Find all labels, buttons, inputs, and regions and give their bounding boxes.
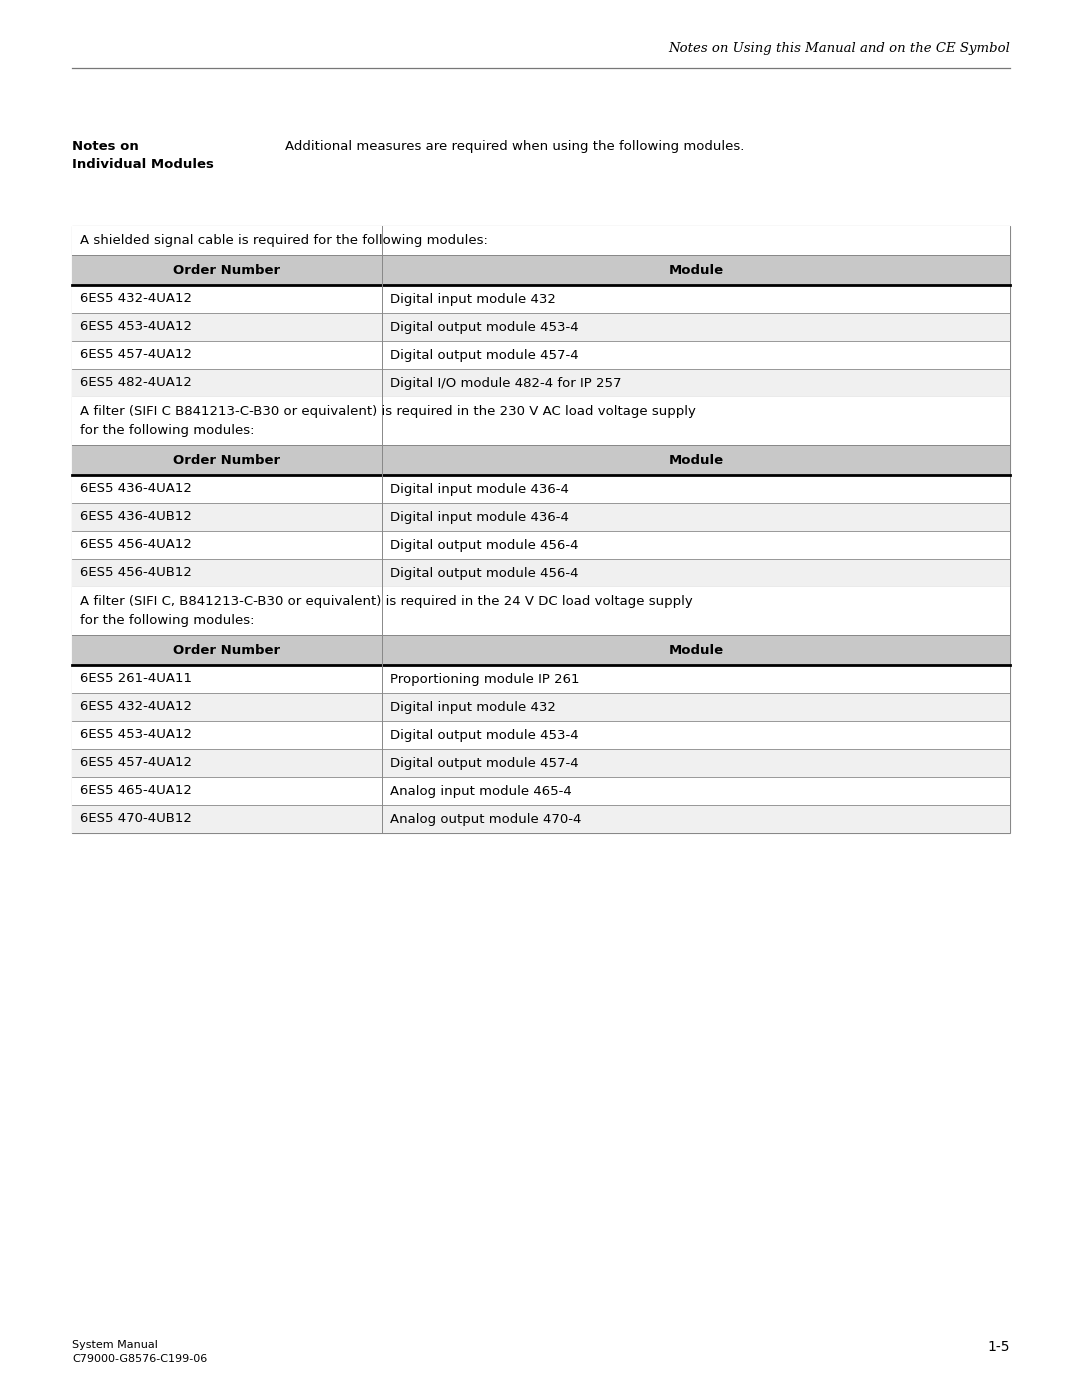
Text: Digital input module 432: Digital input module 432 [390, 292, 556, 306]
Text: Digital output module 453-4: Digital output module 453-4 [390, 728, 579, 742]
Bar [72, 531, 1010, 559]
Bar [72, 313, 1010, 341]
Text: 6ES5 470-4UB12: 6ES5 470-4UB12 [80, 813, 192, 826]
Text: A shielded signal cable is required for the following modules:: A shielded signal cable is required for … [80, 235, 488, 247]
Text: 6ES5 261-4UA11: 6ES5 261-4UA11 [80, 672, 192, 686]
Text: Analog input module 465-4: Analog input module 465-4 [390, 785, 571, 798]
Bar [72, 587, 1010, 636]
Text: Digital output module 457-4: Digital output module 457-4 [390, 757, 579, 770]
Text: 6ES5 432-4UA12: 6ES5 432-4UA12 [80, 292, 192, 306]
Text: Digital input module 436-4: Digital input module 436-4 [390, 482, 569, 496]
Text: Analog output module 470-4: Analog output module 470-4 [390, 813, 581, 826]
Text: A filter (SIFI C B841213-C-B30 or equivalent) is required in the 230 V AC load v: A filter (SIFI C B841213-C-B30 or equiva… [80, 405, 696, 418]
Text: 6ES5 456-4UA12: 6ES5 456-4UA12 [80, 538, 192, 552]
Text: 6ES5 456-4UB12: 6ES5 456-4UB12 [80, 567, 192, 580]
Text: Digital output module 453-4: Digital output module 453-4 [390, 320, 579, 334]
Text: 6ES5 432-4UA12: 6ES5 432-4UA12 [80, 700, 192, 714]
Bar [72, 369, 1010, 397]
Text: Order Number: Order Number [174, 264, 281, 277]
Bar [72, 587, 1010, 833]
Text: Digital output module 456-4: Digital output module 456-4 [390, 538, 579, 552]
Text: 6ES5 457-4UA12: 6ES5 457-4UA12 [80, 348, 192, 362]
Text: Proportioning module IP 261: Proportioning module IP 261 [390, 672, 580, 686]
Text: Module: Module [669, 644, 724, 657]
Text: Individual Modules: Individual Modules [72, 158, 214, 170]
Text: 6ES5 453-4UA12: 6ES5 453-4UA12 [80, 728, 192, 742]
Bar [72, 285, 1010, 313]
Bar [72, 341, 1010, 369]
Bar [72, 256, 1010, 285]
Text: 6ES5 457-4UA12: 6ES5 457-4UA12 [80, 757, 192, 770]
Bar [72, 226, 1010, 256]
Text: Notes on Using this Manual and on the CE Symbol: Notes on Using this Manual and on the CE… [669, 42, 1010, 54]
Bar [72, 693, 1010, 721]
Text: System Manual: System Manual [72, 1340, 158, 1350]
Text: 6ES5 482-4UA12: 6ES5 482-4UA12 [80, 377, 192, 390]
Bar [72, 397, 1010, 587]
Bar [72, 226, 1010, 397]
Text: Module: Module [669, 264, 724, 277]
Text: Digital input module 432: Digital input module 432 [390, 700, 556, 714]
Text: for the following modules:: for the following modules: [80, 615, 255, 627]
Text: Module: Module [669, 454, 724, 467]
Text: A filter (SIFI C, B841213-C-B30 or equivalent) is required in the 24 V DC load v: A filter (SIFI C, B841213-C-B30 or equiv… [80, 595, 692, 608]
Bar [72, 446, 1010, 475]
Text: Additional measures are required when using the following modules.: Additional measures are required when us… [285, 140, 744, 154]
Bar [72, 805, 1010, 833]
Text: Notes on: Notes on [72, 140, 138, 154]
Text: C79000-G8576-C199-06: C79000-G8576-C199-06 [72, 1354, 207, 1363]
Bar [72, 397, 1010, 446]
Bar [72, 475, 1010, 503]
Text: Order Number: Order Number [174, 454, 281, 467]
Bar [72, 749, 1010, 777]
Bar [72, 559, 1010, 587]
Bar [72, 636, 1010, 665]
Text: 6ES5 453-4UA12: 6ES5 453-4UA12 [80, 320, 192, 334]
Text: 6ES5 436-4UA12: 6ES5 436-4UA12 [80, 482, 192, 496]
Text: Digital output module 456-4: Digital output module 456-4 [390, 567, 579, 580]
Text: Digital input module 436-4: Digital input module 436-4 [390, 510, 569, 524]
Text: 6ES5 436-4UB12: 6ES5 436-4UB12 [80, 510, 192, 524]
Text: 1-5: 1-5 [987, 1340, 1010, 1354]
Bar [72, 503, 1010, 531]
Text: Digital output module 457-4: Digital output module 457-4 [390, 348, 579, 362]
Bar [72, 721, 1010, 749]
Text: Digital I/O module 482-4 for IP 257: Digital I/O module 482-4 for IP 257 [390, 377, 621, 390]
Text: for the following modules:: for the following modules: [80, 425, 255, 437]
Text: 6ES5 465-4UA12: 6ES5 465-4UA12 [80, 785, 192, 798]
Bar [72, 665, 1010, 693]
Bar [72, 777, 1010, 805]
Text: Order Number: Order Number [174, 644, 281, 657]
